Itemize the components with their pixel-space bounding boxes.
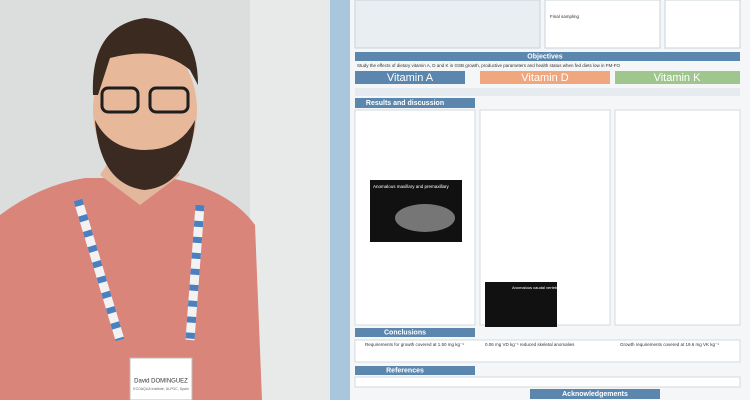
figure-label: Anomalous caudal vertebrae <box>512 285 564 290</box>
text: Study the effects of dietary vitamin A, … <box>357 63 621 68</box>
heading: Vitamin K <box>654 72 702 84</box>
panel <box>250 0 330 400</box>
heading: References <box>386 367 424 374</box>
text: Final sampling <box>550 14 580 19</box>
text: Growth requirements covered at 19.6 mg V… <box>620 342 719 347</box>
table-row <box>355 88 740 96</box>
vitamin-header <box>615 71 740 84</box>
badge <box>129 357 193 400</box>
table-box <box>354 0 541 49</box>
badge-name: David DOMINGUEZ <box>134 379 188 385</box>
heading: Objectives <box>527 53 563 60</box>
heading: Conclusions <box>384 329 426 336</box>
figure-label: Anomalous maxillary and premaxillary <box>373 184 450 189</box>
heading: Results and discussion <box>366 100 444 107</box>
glasses <box>148 86 190 114</box>
references-box <box>354 376 741 388</box>
conclusions-box <box>354 339 741 363</box>
text: 0.06 mg VD kg⁻¹ reduced skeletal anomali… <box>485 342 575 347</box>
diet-box <box>664 0 741 49</box>
heading: Acknowledgements <box>562 391 628 398</box>
vitamin-header <box>355 71 465 84</box>
poster-edge <box>330 0 350 400</box>
results-bar <box>355 98 475 108</box>
lanyard-pattern <box>73 198 205 342</box>
heading: Vitamin D <box>521 72 569 84</box>
references-bar <box>355 366 475 375</box>
badge-affiliation: ECOAQUA Institute, ULPGC, Spain <box>133 387 188 391</box>
fish <box>395 204 455 232</box>
vitamin-header <box>480 71 610 84</box>
conclusions-bar <box>355 328 475 337</box>
hair <box>92 18 198 95</box>
glasses <box>100 86 140 114</box>
objectives-bar <box>355 52 740 61</box>
ack-bar <box>530 389 660 399</box>
xray <box>485 282 557 327</box>
text: Requirements for growth covered at 1.50 … <box>365 342 464 347</box>
beard <box>95 120 195 190</box>
methods-box <box>544 0 661 49</box>
column <box>614 109 741 326</box>
heading: Vitamin A <box>387 72 434 84</box>
